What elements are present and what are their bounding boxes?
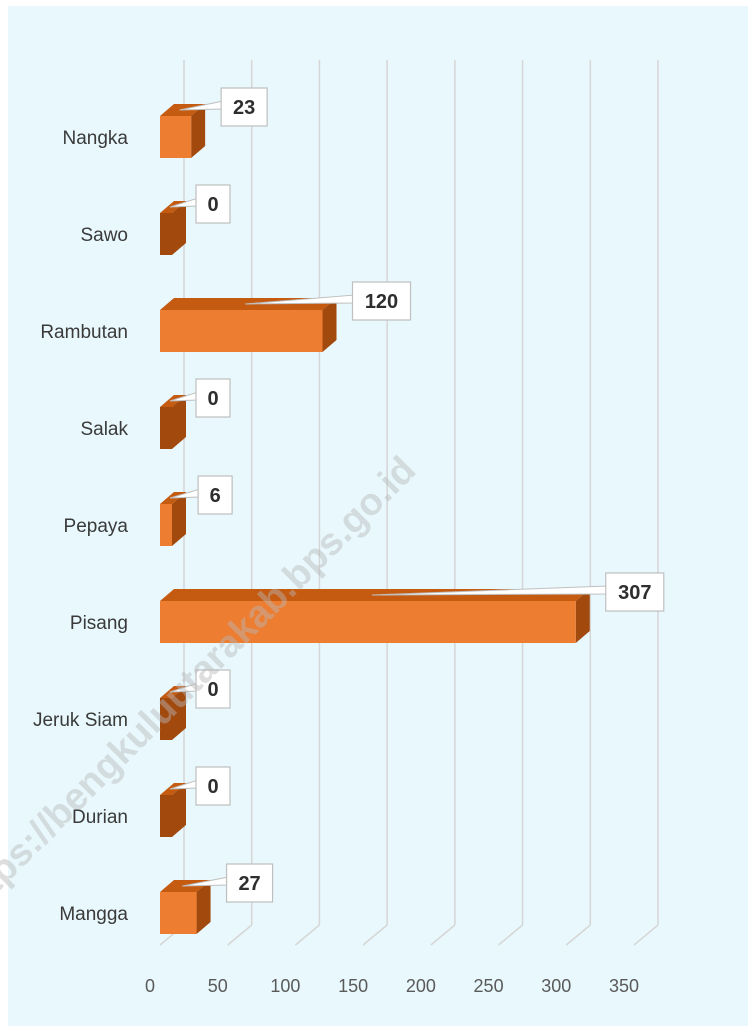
category-label: Nangka: [63, 128, 129, 149]
category-label: Sawo: [80, 225, 128, 246]
x-tick-label: 350: [609, 976, 639, 996]
data-label-value: 0: [207, 679, 218, 701]
data-label-box: [195, 184, 231, 224]
gridline-floor: [498, 924, 524, 946]
data-label: 27: [182, 863, 274, 903]
data-label: 0: [169, 184, 231, 224]
bar-front: [160, 310, 323, 352]
x-tick-label: 200: [406, 976, 436, 996]
data-label: 120: [245, 281, 412, 321]
bar: [160, 201, 186, 255]
bar-side: [196, 880, 211, 934]
data-label-value: 307: [618, 582, 651, 604]
x-tick-label: 150: [338, 976, 368, 996]
data-label-value: 120: [365, 291, 398, 313]
category-label: Salak: [80, 419, 128, 440]
gridline-floor: [430, 924, 456, 946]
data-labels: 23 0 120 0 6 307 0 0 27: [169, 87, 665, 903]
bar: [160, 686, 186, 740]
bar-front: [160, 213, 172, 255]
gridline-floor: [565, 924, 591, 946]
gridline-floor: [362, 924, 388, 946]
category-label: Rambutan: [40, 322, 128, 343]
gridline-floor: [633, 924, 659, 946]
category-label: Pepaya: [64, 516, 129, 537]
data-label-box: [195, 378, 231, 418]
data-label-value: 23: [233, 97, 255, 119]
bar-side: [172, 783, 186, 837]
chart-background: [8, 6, 748, 1026]
bar-front: [160, 116, 192, 158]
data-label-box: [197, 475, 233, 515]
bar-side: [322, 298, 337, 352]
data-label: 6: [169, 475, 233, 515]
category-label: Mangga: [59, 904, 128, 925]
bar-side: [172, 686, 186, 740]
category-labels: Nangka Sawo Rambutan Salak Pepaya Pisang Jeruk…: [33, 128, 129, 925]
data-label-box: [605, 572, 665, 612]
bar: [160, 104, 206, 158]
bar-front: [160, 698, 172, 740]
bar-side: [575, 589, 590, 643]
bar-front: [160, 892, 197, 934]
x-tick-label: 250: [474, 976, 504, 996]
gridlines: [159, 60, 659, 946]
bar-front: [160, 601, 576, 643]
data-label-value: 0: [207, 388, 218, 410]
data-label-value: 0: [207, 194, 218, 216]
x-tick-label: 300: [541, 976, 571, 996]
bar-front: [160, 795, 172, 837]
bar-side: [172, 395, 186, 449]
data-label: 0: [169, 669, 231, 709]
bar-front: [160, 504, 172, 546]
data-label-box: [220, 87, 268, 127]
data-label: 307: [371, 572, 665, 612]
data-label-value: 27: [238, 873, 260, 895]
category-label: Pisang: [70, 613, 128, 634]
bar-side: [172, 201, 186, 255]
gridline-floor: [294, 924, 320, 946]
x-axis-ticks: 0 50 100 150 200 250 300 350: [145, 976, 639, 996]
data-label-box: [225, 863, 274, 903]
data-label-box: [195, 766, 231, 806]
x-tick-label: 50: [208, 976, 228, 996]
data-label: 23: [179, 87, 268, 127]
data-label-value: 0: [207, 776, 218, 798]
x-tick-label: 100: [270, 976, 300, 996]
category-label: Jeruk Siam: [33, 710, 128, 731]
data-label-value: 6: [210, 485, 221, 507]
bar-side: [172, 492, 186, 546]
bar-side: [191, 104, 206, 158]
x-tick-label: 0: [145, 976, 155, 996]
data-label-box: [195, 669, 231, 709]
bar: [160, 880, 211, 934]
data-label-box: [351, 281, 412, 321]
bar-front: [160, 407, 172, 449]
gridline-floor: [227, 924, 253, 946]
data-label: 0: [169, 378, 231, 418]
bar: [160, 298, 337, 352]
category-label: Durian: [72, 807, 128, 828]
data-label: 0: [169, 766, 231, 806]
